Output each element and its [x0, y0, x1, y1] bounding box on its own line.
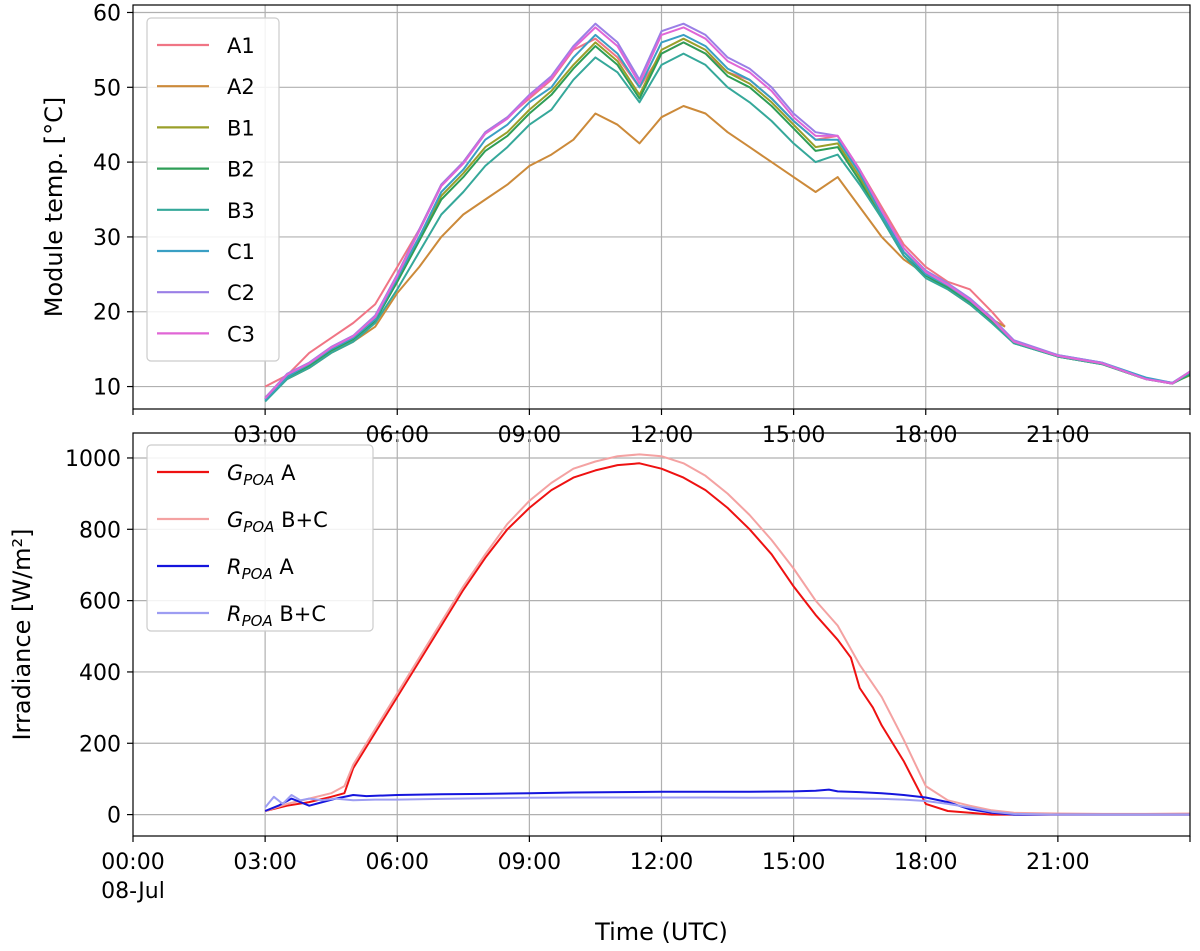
legend-label-2: B1 — [227, 116, 255, 140]
legend-label-symbol: G — [227, 508, 243, 532]
series-line-6 — [264, 22, 1191, 399]
x-axis-label: Time (UTC) — [594, 918, 728, 946]
legend-label-suffix: B+C — [273, 602, 326, 626]
x-tick-label: 12:00 — [630, 850, 693, 875]
x-tick-label: 00:00 — [101, 850, 164, 875]
y-tick-label: 800 — [79, 518, 121, 543]
legend-label-7: C3 — [227, 322, 255, 346]
x-tick-label: 03:00 — [233, 850, 296, 875]
legend-label-0: A1 — [227, 34, 255, 58]
legend-label-0: GPOA A — [227, 461, 296, 489]
y-tick-label: 1000 — [65, 447, 121, 472]
legend-label-suffix: B+C — [274, 508, 327, 532]
series-line-2 — [264, 788, 1190, 816]
legend-label-5: C1 — [227, 240, 255, 264]
y-tick-label: 0 — [107, 804, 121, 829]
legend-label-3: RPOA B+C — [227, 602, 326, 630]
series-line-7 — [264, 26, 1191, 400]
legend-label-symbol: G — [227, 461, 243, 485]
series-line-2 — [264, 37, 1191, 399]
legend-label-symbol: R — [227, 602, 242, 626]
temperature-y-axis-label: Module temp. [°C] — [40, 97, 68, 317]
irradiance-series — [264, 453, 1191, 816]
x-tick-date-label: 08-Jul — [101, 879, 165, 904]
temperature-legend: A1 A2 B1 B2 B3 C1 C2 C3 — [146, 17, 280, 362]
legend-label-subscript: POA — [243, 518, 274, 536]
legend-label-suffix: A — [274, 461, 296, 485]
temperature-series — [264, 22, 1191, 403]
x-tick-label: 15:00 — [762, 850, 825, 875]
temperature-panel: 03:00 06:00 09:00 12:00 15:00 18:00 21:0010203… — [40, 1, 1191, 448]
irradiance-y-axis-label: Irradiance [W/m²] — [8, 528, 36, 740]
legend-label-subscript: POA — [243, 471, 274, 489]
y-tick-label: 40 — [93, 151, 121, 176]
legend-label-3: B2 — [227, 158, 255, 182]
irradiance-panel: 00:00 08-Jul 03:00 06:00 09:00 12:00 15:00 18:0… — [8, 432, 1191, 946]
x-tick-label: 09:00 — [498, 850, 561, 875]
x-tick-label: 18:00 — [894, 850, 957, 875]
y-tick-label: 600 — [79, 590, 121, 615]
legend-label-symbol: R — [227, 555, 242, 579]
legend-label-4: B3 — [227, 199, 255, 223]
legend-label-6: C2 — [227, 281, 255, 305]
legend-box — [146, 17, 280, 362]
y-tick-label: 400 — [79, 661, 121, 686]
y-tick-label: 50 — [93, 76, 121, 101]
legend-label-2: RPOA A — [227, 555, 294, 583]
series-line-5 — [264, 33, 1191, 401]
legend-label-1: A2 — [227, 75, 255, 99]
y-tick-label: 30 — [93, 226, 121, 251]
y-tick-label: 60 — [93, 1, 121, 26]
legend-label-subscript: POA — [242, 612, 273, 630]
x-tick-label: 06:00 — [366, 850, 429, 875]
series-line-1 — [264, 105, 1006, 399]
series-line-0 — [264, 462, 1190, 816]
y-tick-label: 10 — [93, 376, 121, 401]
series-line-1 — [264, 453, 1191, 815]
temperature-grid — [133, 5, 1190, 409]
series-line-3 — [264, 794, 1190, 816]
series-line-4 — [264, 52, 1191, 403]
irradiance-ticks: 00:00 08-Jul 03:00 06:00 09:00 12:00 15:00 18:0… — [65, 447, 1191, 904]
y-tick-label: 20 — [93, 301, 121, 326]
x-tick-label: 21:00 — [1026, 850, 1089, 875]
series-line-3 — [264, 41, 1191, 401]
y-tick-label: 200 — [79, 732, 121, 757]
legend-label-suffix: A — [273, 555, 295, 579]
legend-box — [146, 444, 374, 632]
legend-label-subscript: POA — [242, 565, 273, 583]
legend-label-1: GPOA B+C — [227, 508, 328, 536]
